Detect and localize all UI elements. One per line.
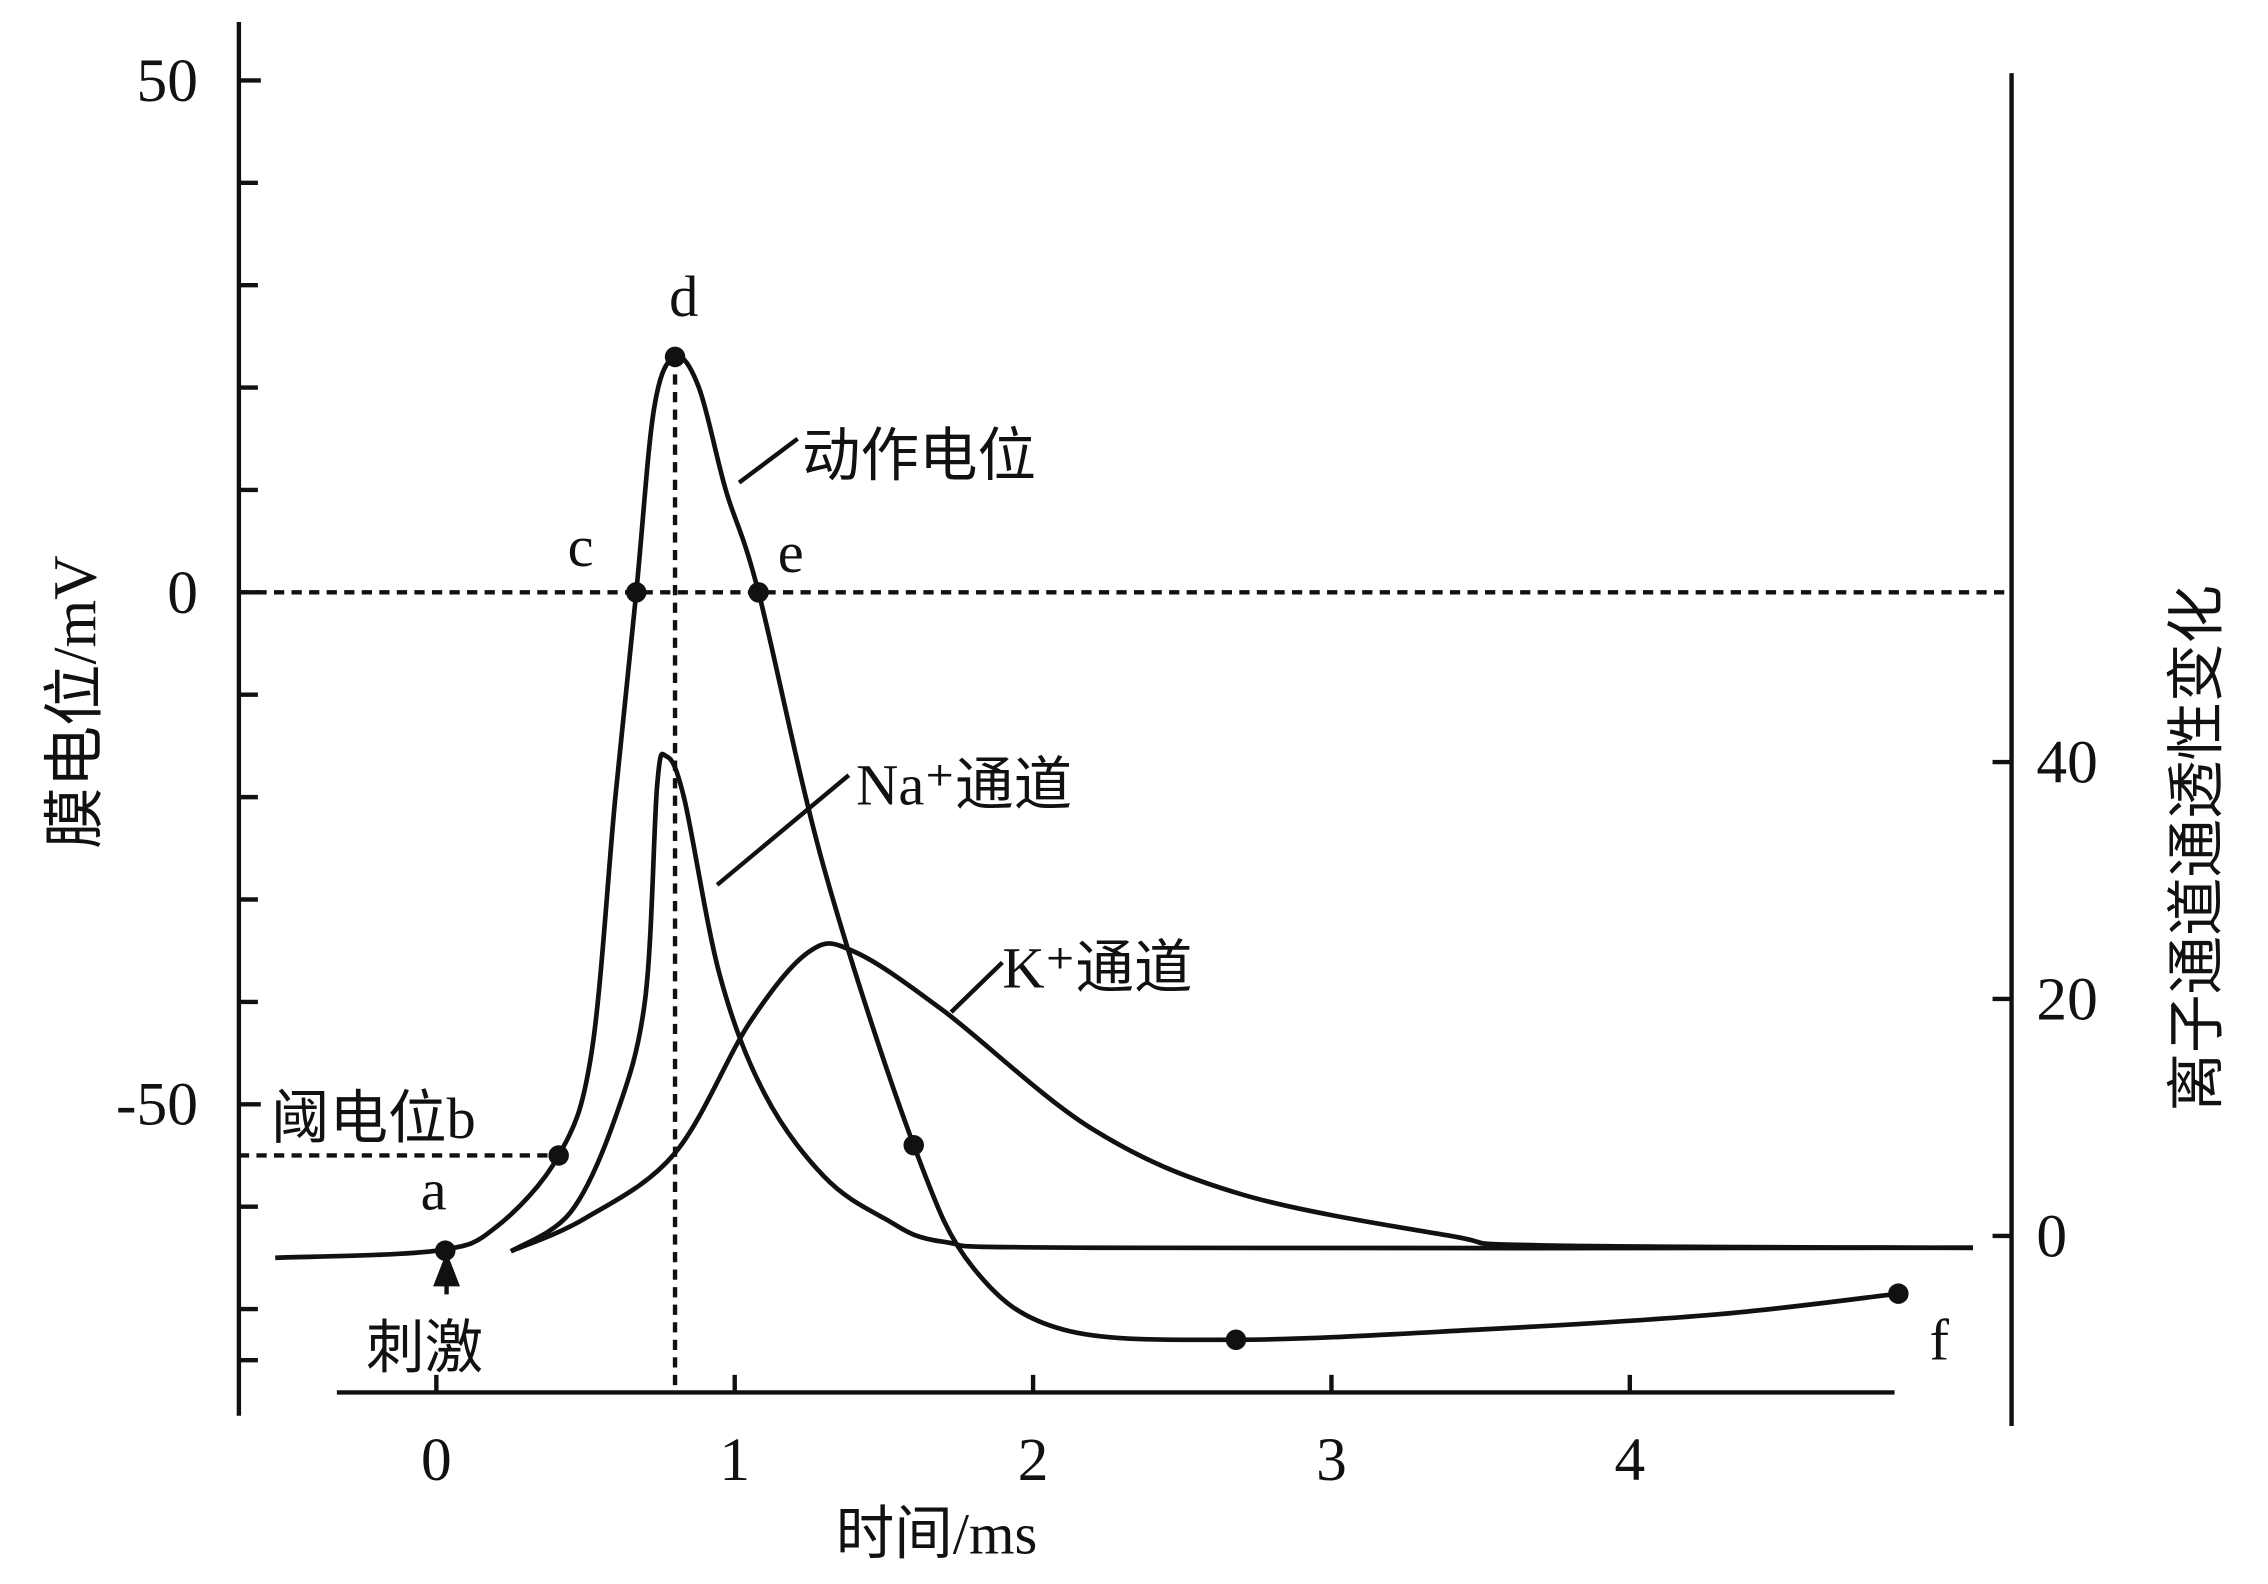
marked-point [664, 346, 686, 368]
right-tick-label: 20 [2036, 965, 2097, 1033]
k-channel-curve [509, 941, 1973, 1254]
k-leader-line [949, 960, 1004, 1014]
marked-point [1225, 1329, 1247, 1350]
right-tick-label: 0 [2036, 1202, 2067, 1270]
na-leader-line [715, 773, 851, 887]
left-y-axis-label: 膜电位/mV [42, 555, 110, 848]
marked-point [548, 1145, 569, 1166]
ap-label: 动作电位 [802, 423, 1036, 488]
marked-point [435, 1240, 456, 1261]
ap-leader-line [737, 437, 799, 485]
point-label-e: e [778, 520, 804, 585]
right-tick-label: 40 [2036, 728, 2097, 796]
point-label-c: c [568, 514, 594, 579]
axes [236, 21, 2014, 1427]
x-tick-label: 1 [719, 1426, 750, 1494]
na-label: Na⁺通道 [856, 752, 1072, 817]
left-tick-label: -50 [116, 1071, 198, 1139]
k-label: K⁺通道 [1002, 935, 1192, 1000]
x-tick-label: 4 [1614, 1426, 1645, 1494]
na-channel-curve [509, 751, 1973, 1254]
point-label-a: a [421, 1158, 447, 1223]
stimulus-arrow-icon [433, 1251, 461, 1295]
x-tick-label: 0 [421, 1426, 452, 1494]
right-y-axis-label: 离子通道通透性变化 [2164, 585, 2229, 1112]
x-tick-label: 2 [1018, 1426, 1049, 1494]
marked-point [626, 582, 647, 603]
action-potential-curve [275, 354, 1899, 1343]
threshold-label: 阈电位b [271, 1086, 476, 1151]
marked-point [1888, 1283, 1909, 1304]
x-tick-label: 3 [1316, 1426, 1347, 1494]
left-tick-label: 50 [137, 47, 198, 115]
point-label-d: d [669, 264, 698, 329]
stimulus-label: 刺激 [366, 1316, 483, 1381]
marked-point [748, 582, 769, 603]
x-axis-label: 时间/ms [836, 1501, 1038, 1566]
marked-point [903, 1134, 924, 1156]
left-tick-label: 0 [167, 559, 198, 627]
point-label-f: f [1930, 1307, 1950, 1372]
